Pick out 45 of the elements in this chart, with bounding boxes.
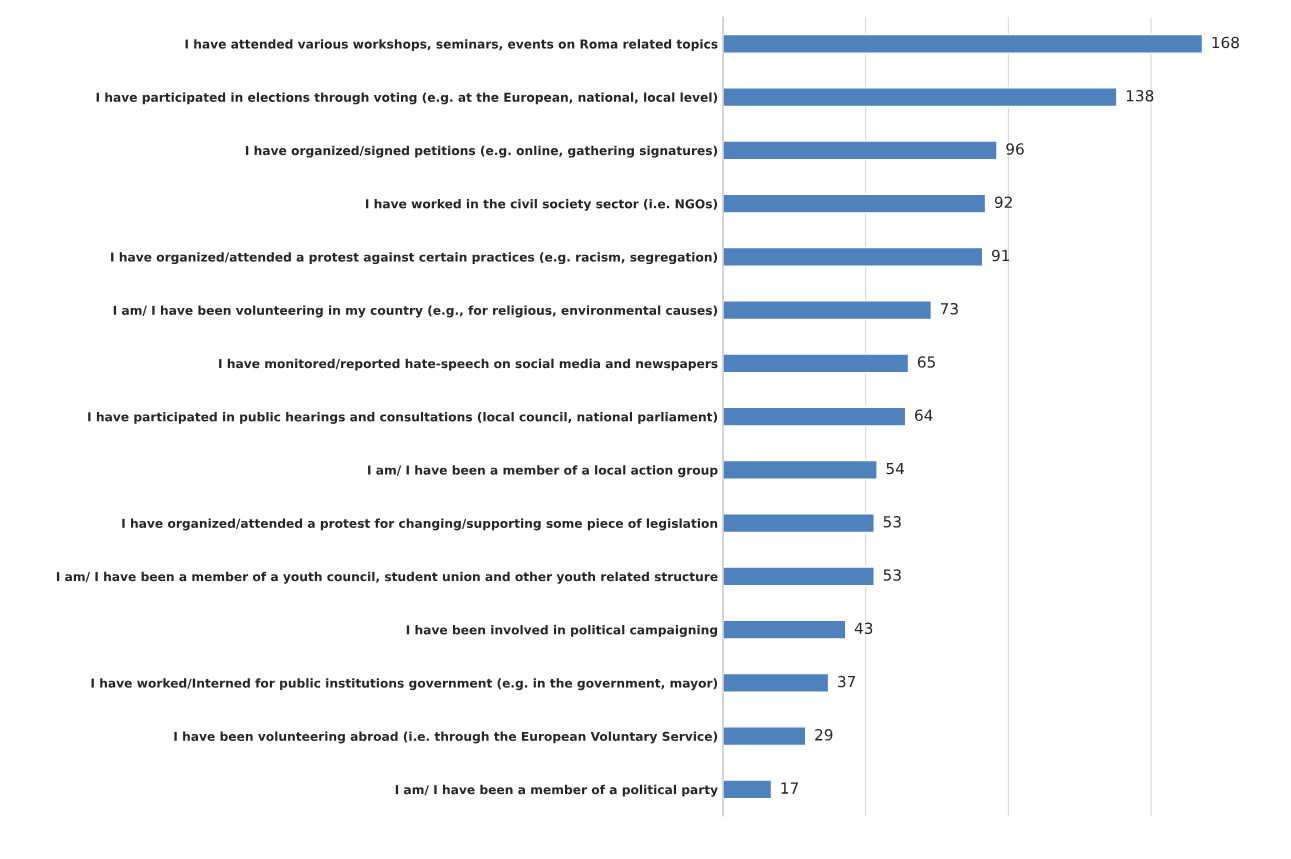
y-tick-label: I have attended various workshops, seminars, events on Roma related topics (185, 39, 718, 51)
data-label: 73 (940, 302, 958, 315)
data-label: 91 (991, 249, 1010, 262)
bar (722, 513, 875, 534)
data-label: 53 (883, 569, 901, 581)
y-tick-label: I have worked/Interned for public institutions government (e.g. in the government, mayor) (91, 678, 718, 691)
y-tick-label: I have organized/signed petitions (e.g. online, gathering signatures) (245, 145, 718, 158)
bar (722, 459, 878, 480)
y-tick-label: I am/ I have been a member of a local action group (368, 465, 718, 478)
data-label: 92 (994, 196, 1012, 209)
bar (722, 87, 1118, 108)
y-tick-label: I am/ I have been a member of a political party (395, 784, 718, 797)
bar (722, 619, 847, 640)
data-label: 64 (915, 409, 933, 422)
data-label: 17 (781, 782, 798, 794)
y-tick-label: I have monitored/reported hate-speech on social media and newspapers (219, 358, 718, 371)
data-label: 53 (883, 516, 901, 528)
data-label: 37 (838, 675, 856, 688)
bar (722, 33, 1204, 54)
data-label: 29 (815, 729, 833, 741)
y-tick-label: I have been volunteering abroad (i.e. through the European Voluntary Service) (174, 731, 718, 744)
bar (722, 566, 875, 587)
data-label: 43 (854, 622, 873, 635)
y-tick-label: I have worked in the civil society sector (i.e. NGOs) (365, 198, 718, 211)
data-label: 96 (1006, 143, 1024, 155)
bar (722, 353, 910, 374)
data-label: 65 (917, 356, 935, 368)
y-tick-label: I have organized/attended a protest against certain practices (e.g. racism, segregation) (111, 252, 718, 265)
bar (722, 726, 807, 747)
y-tick-label: I am/ I have been a member of a youth council, student union and other youth related structure (56, 571, 718, 584)
y-tick-label: I have participated in public hearings and consultations (local council, national parliament) (88, 411, 718, 424)
bar (722, 406, 907, 427)
bar (722, 779, 773, 800)
bar (722, 193, 987, 214)
y-tick-label: I am/ I have been volunteering in my country (e.g., for religious, environmental causes) (113, 305, 718, 318)
bar (722, 672, 830, 693)
data-label: 54 (886, 462, 905, 475)
bar (722, 300, 933, 321)
y-tick-label: I have organized/attended a protest for changing/supporting some piece of legislation (122, 518, 718, 531)
y-tick-label: I have participated in elections through voting (e.g. at the European, national, local level) (96, 92, 718, 105)
data-label: 168 (1212, 36, 1239, 49)
y-tick-label: I have been involved in political campaigning (406, 625, 718, 637)
data-label: 138 (1126, 89, 1154, 102)
bar (722, 246, 984, 267)
bar (722, 140, 998, 161)
